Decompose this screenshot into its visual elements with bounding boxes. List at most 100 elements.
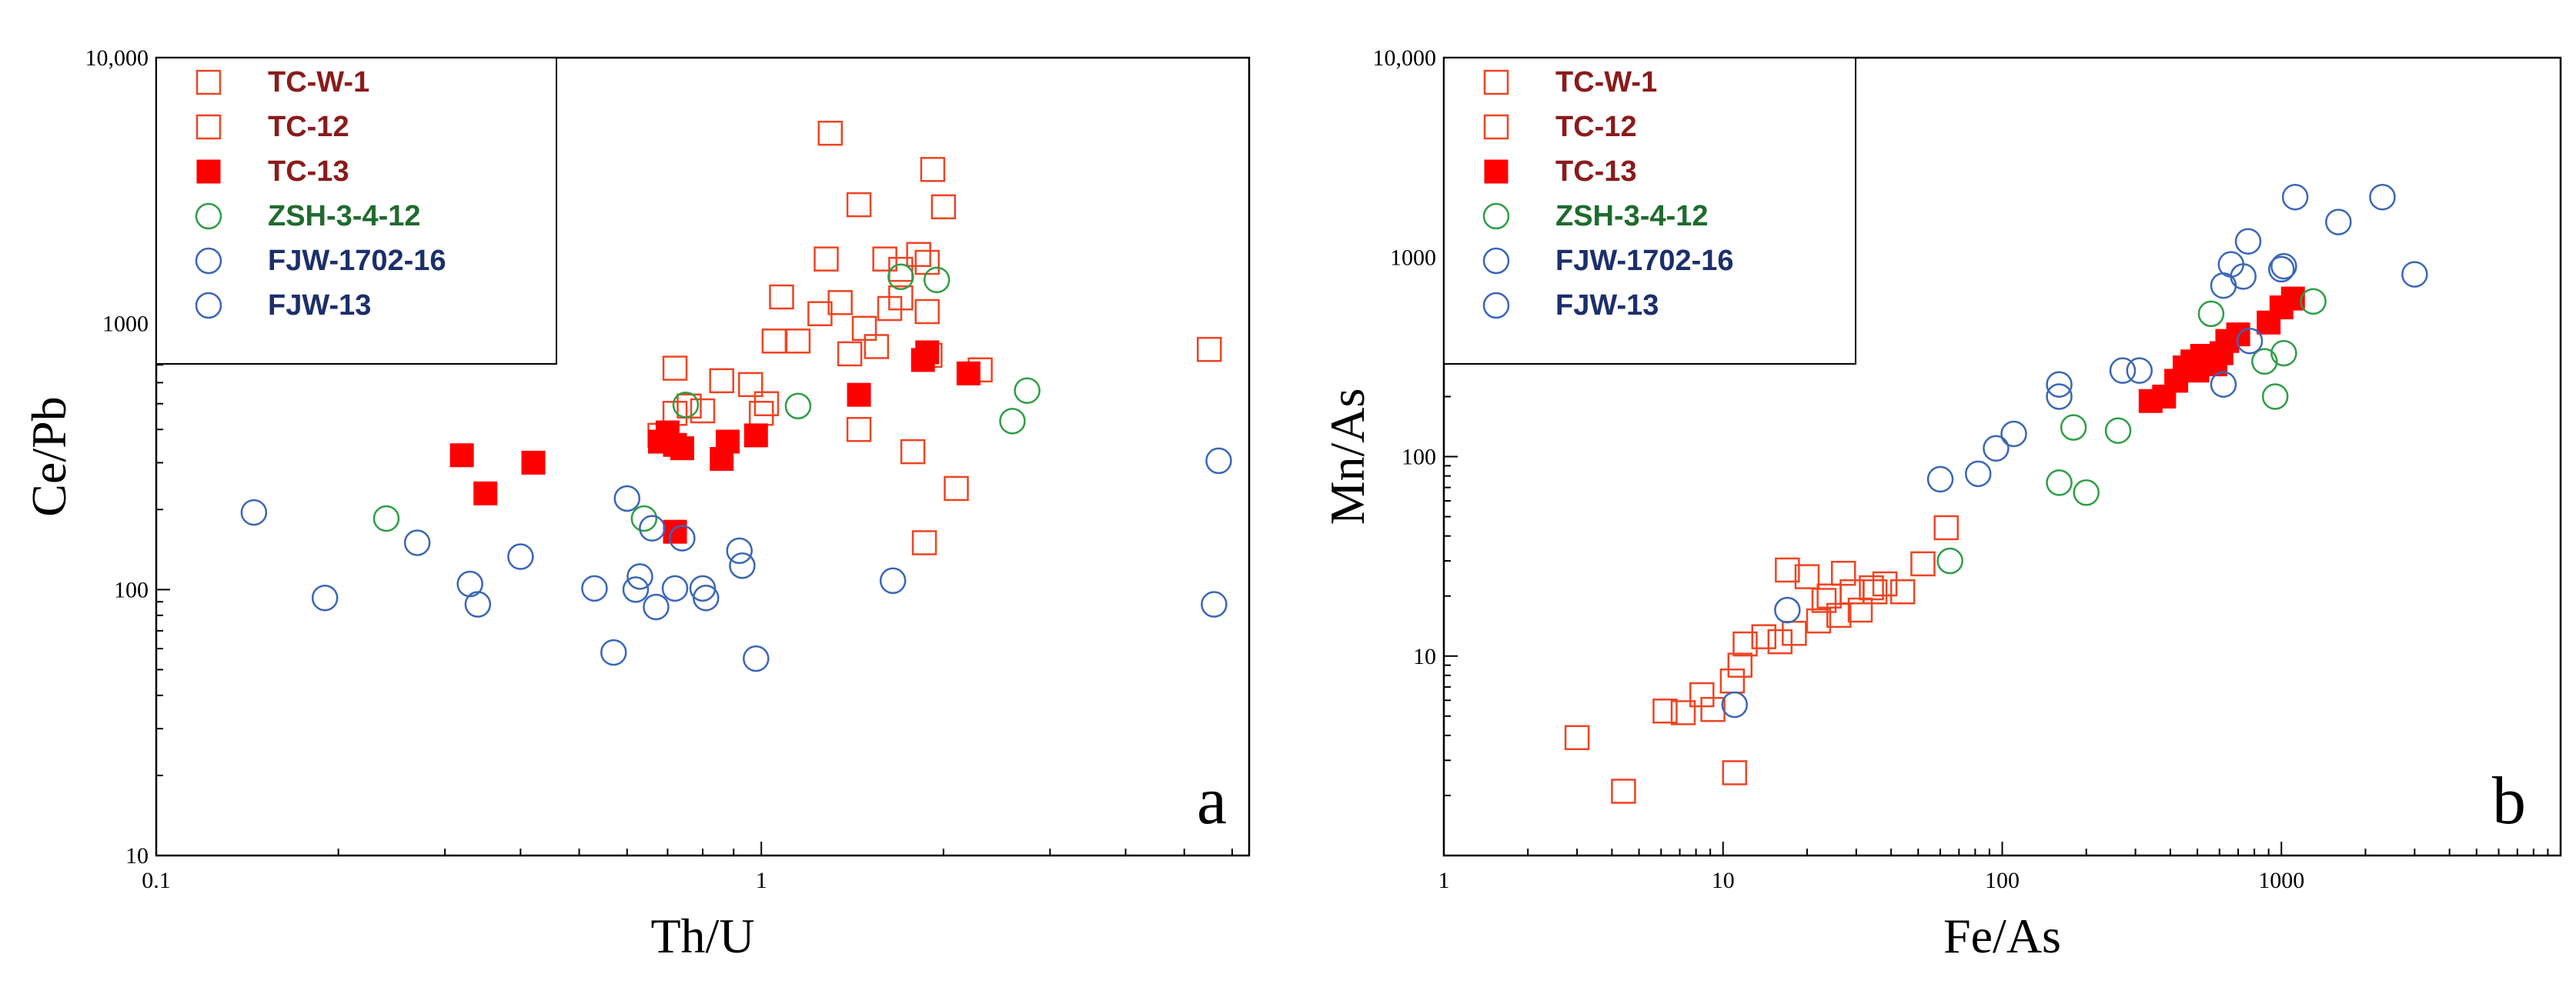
data-point [1652,698,1678,724]
data-point [1811,588,1837,613]
data-point [1564,725,1590,751]
series-zsh-3-4-12 [1936,288,2327,575]
data-point [473,481,498,505]
data-point [2268,255,2295,283]
x-axis-label: Th/U [650,909,754,963]
data-point [2325,208,2352,235]
data-point [753,391,780,416]
legend-marker [195,69,222,95]
x-tick-label: 100 [1985,868,2020,893]
data-point [2270,252,2297,280]
y-tick-label: 100 [1402,445,1436,470]
legend: TC-W-1 TC-12 TC-13 ZSH-3-4-12 FJW-1702-16 FJW… [1443,57,1856,365]
data-point [622,576,650,603]
y-tick-label: 10 [125,843,149,869]
data-point [449,443,474,468]
series-fjw-1702-16 [240,447,1232,672]
panel-letter: b [2492,764,2526,839]
data-point [1670,700,1696,725]
data-point [743,645,770,672]
data-point [663,519,687,544]
data-point [2401,261,2428,288]
data-point [1014,377,1041,404]
y-tick-label: 10,000 [1373,45,1437,71]
data-point [2060,414,2087,441]
legend-marker [196,159,221,184]
legend-label: FJW-13 [1555,289,1659,322]
data-point [2104,417,2132,444]
legend-marker [1482,292,1510,319]
data-point [1205,447,1232,475]
data-point [1862,579,1888,605]
data-point [1910,551,1936,577]
data-point [1775,557,1800,583]
data-point [1774,596,1801,624]
data-point [900,439,926,465]
data-point [888,256,914,282]
series-tc-12 [662,120,946,426]
data-point [931,194,957,220]
y-axis-label: Ce/Pb [22,396,76,516]
data-point [1201,591,1228,618]
data-point [661,575,689,602]
data-point [1847,597,1873,623]
data-point [1964,460,1992,488]
data-point [581,575,608,602]
data-point [639,515,666,542]
data-point [1830,560,1856,586]
legend-label: TC-W-1 [1555,66,1657,98]
data-point [373,505,400,532]
data-point [923,266,951,294]
data-point [456,570,483,598]
legend-label: ZSH-3-4-12 [1555,200,1709,232]
y-axis-label: Mn/As [1320,389,1375,525]
legend-marker [195,202,222,230]
panel-a: 0.1 1 10 100 1000 10,000 Th/U Ce/Pb a TC-W-1 TC-12… [22,45,1251,963]
data-point [643,593,670,621]
data-point [906,242,931,268]
legend-marker [1484,159,1509,184]
series-tc-w-1 [647,194,1222,555]
data-point [1751,624,1777,649]
data-point [630,505,658,532]
data-point [827,290,853,315]
data-point [872,246,897,272]
legend-label: TC-13 [268,155,349,188]
data-point [2046,383,2073,410]
series-tc-w-1 [1564,515,1959,804]
data-point [915,340,940,365]
data-point [914,299,940,325]
data-point [1732,631,1758,657]
data-point [846,192,872,218]
x-tick-label: 0.1 [142,868,171,893]
data-point [784,392,812,420]
panel-b: 1 10 100 1000 10 100 1000 10,000 Fe/As Mn/As b TC-W… [1320,45,2562,963]
data-point [403,529,431,556]
data-point [2236,327,2264,355]
data-point [2046,371,2073,398]
data-point [920,157,946,182]
data-point [692,584,720,612]
data-point [716,429,740,454]
legend-label: TC-12 [1555,111,1637,143]
y-tick-label: 1000 [102,312,149,337]
data-point [887,263,914,291]
legend-marker [1482,247,1510,275]
data-point [2270,339,2297,367]
data-point [2210,371,2237,398]
x-axis-label: Fe/As [1943,909,2061,963]
data-point [669,525,696,552]
data-point [311,584,339,612]
data-point [769,284,794,310]
x-tick-label: 1 [1438,868,1450,893]
x-tick-label: 1 [756,868,767,893]
y-tick-label: 10,000 [85,45,149,71]
data-point [1936,547,1963,575]
legend-marker [195,292,222,319]
data-point [761,329,787,354]
data-point [911,530,937,555]
data-point [1983,435,2010,462]
data-point [2257,310,2281,335]
data-point [1767,629,1793,655]
